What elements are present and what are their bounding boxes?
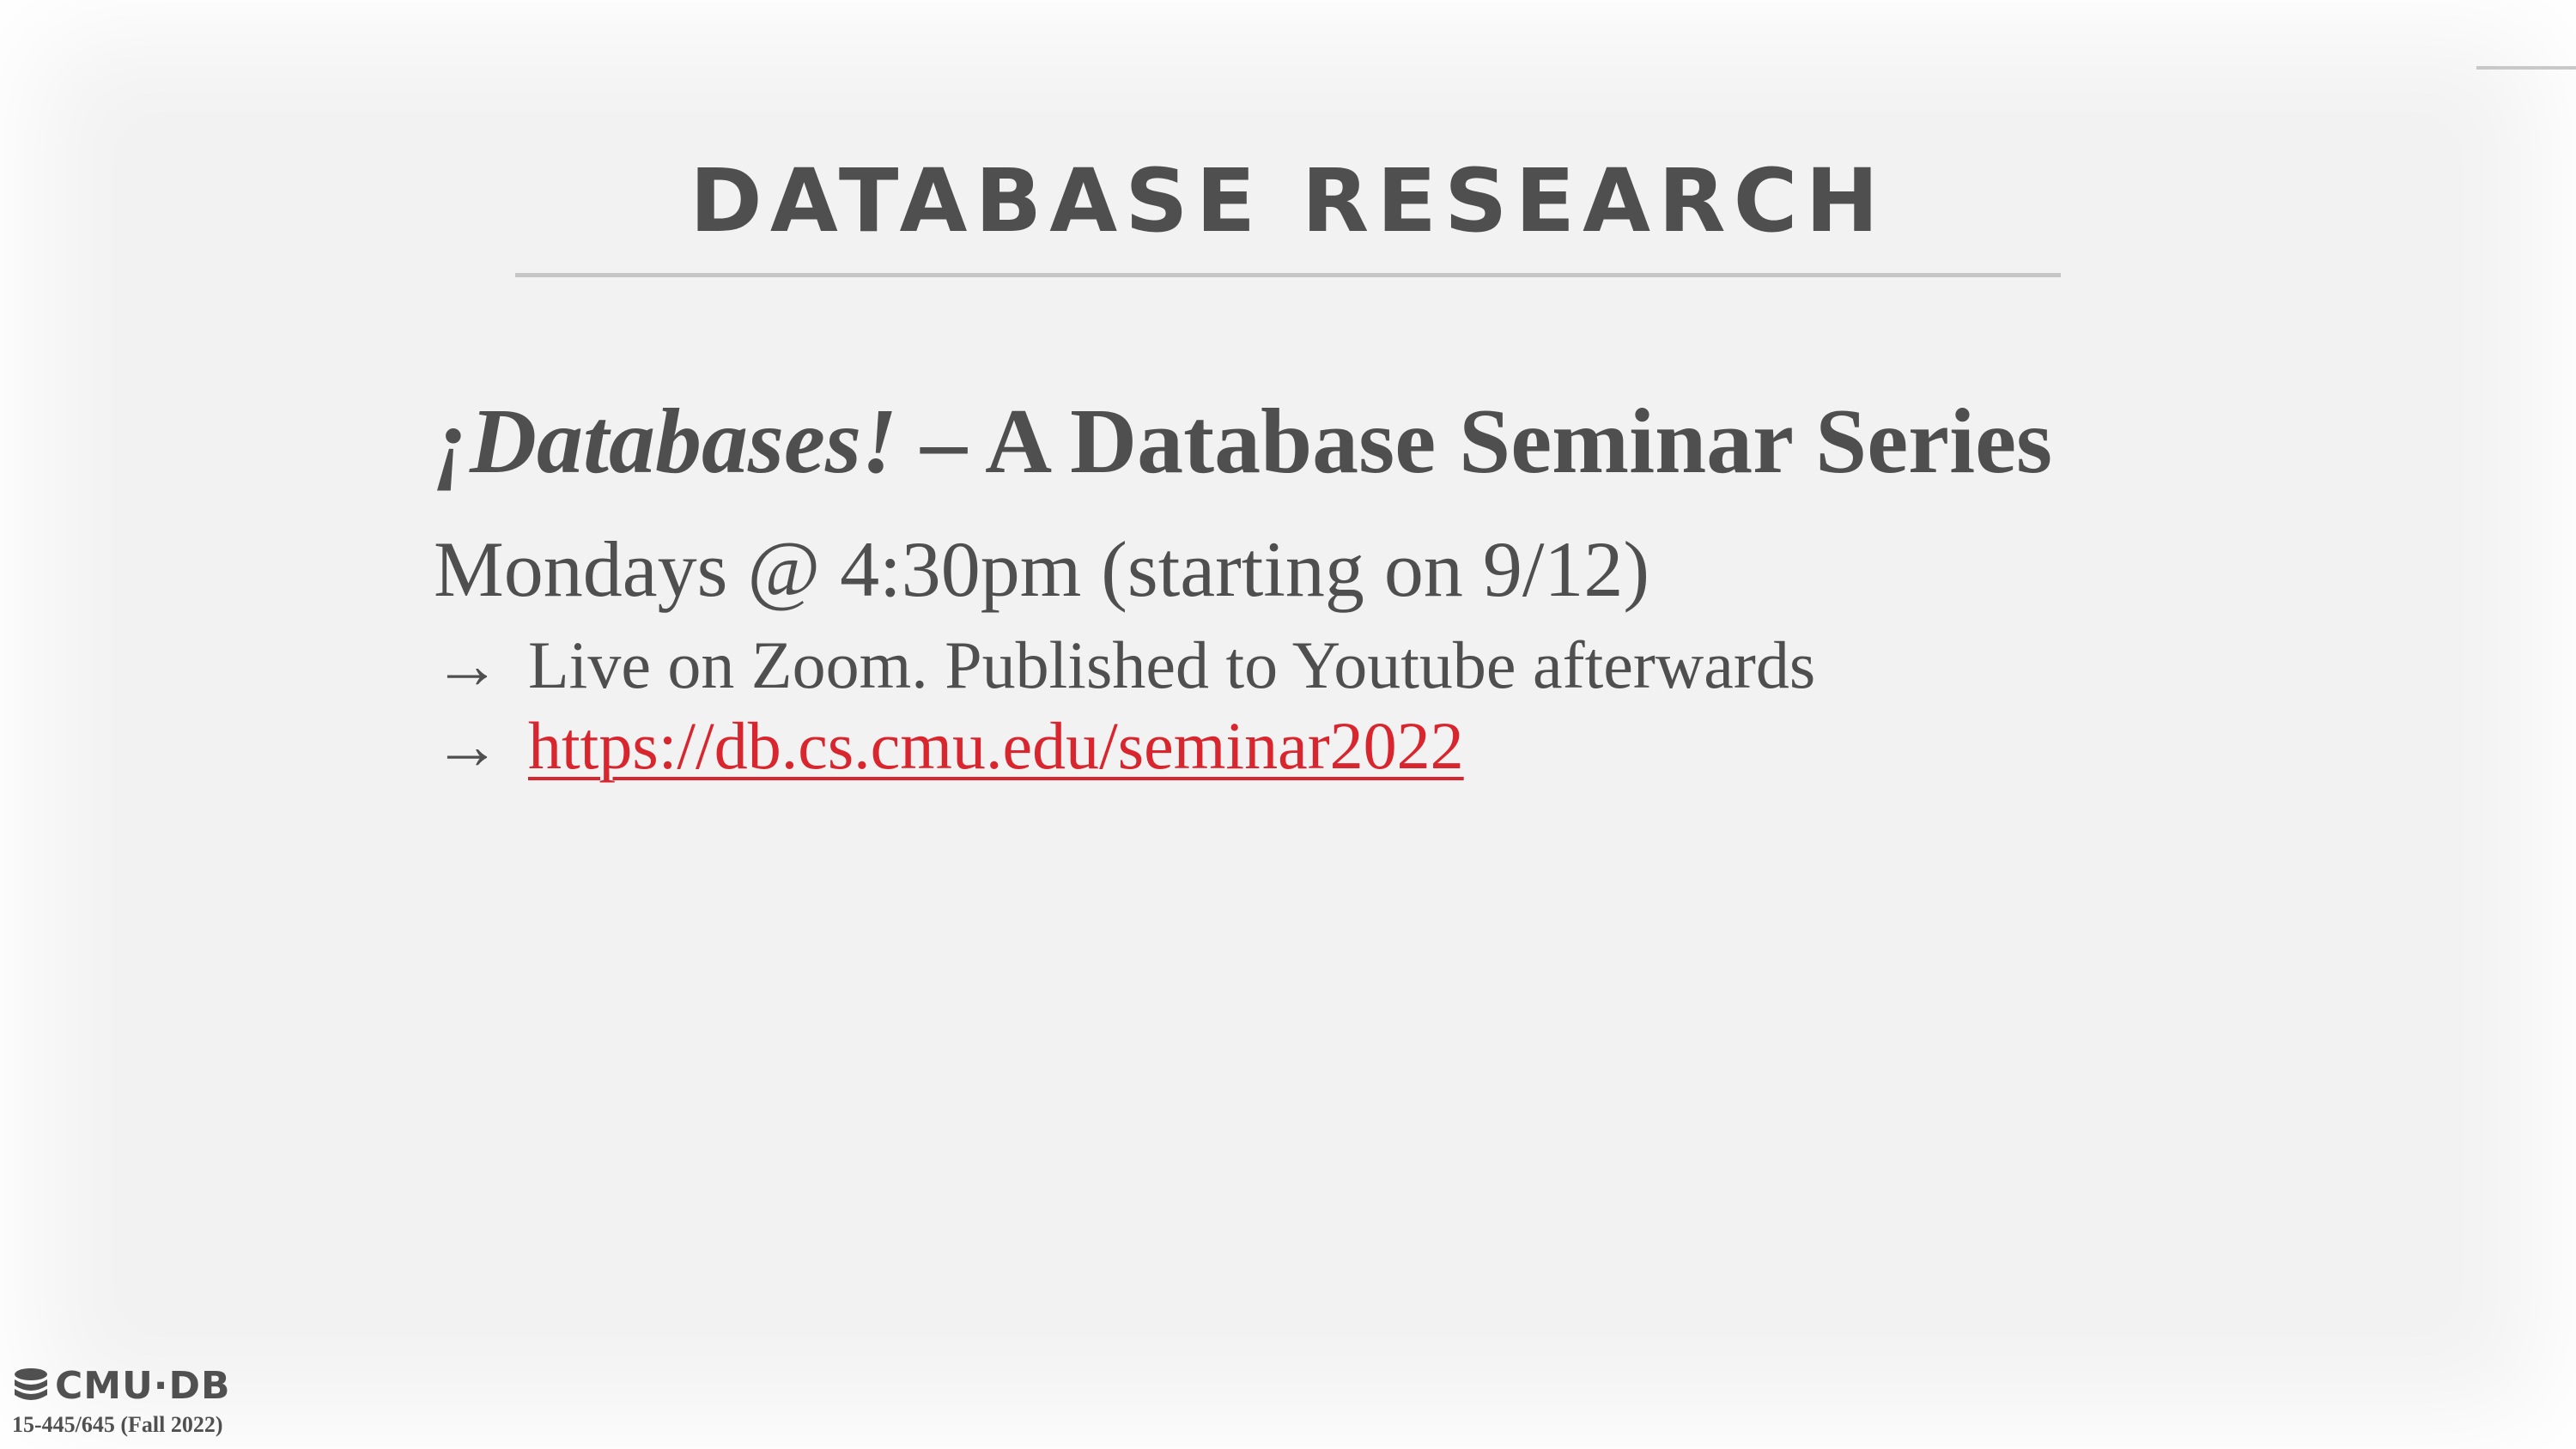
course-label: 15-445/645 (Fall 2022) <box>12 1412 223 1437</box>
slide-content: ¡Databases! – A Database Seminar Series … <box>434 378 2409 786</box>
seminar-schedule: Mondays @ 4:30pm (starting on 9/12) <box>434 525 1650 613</box>
seminar-name: ¡Databases! <box>434 391 898 493</box>
slide-title: DATABASE RESEARCH <box>690 150 1886 252</box>
seminar-heading: ¡Databases! – A Database Seminar Series <box>434 378 2409 506</box>
bullet-item: → https://db.cs.cmu.edu/seminar2022 <box>434 706 2409 786</box>
title-divider <box>515 273 2061 277</box>
seminar-link[interactable]: https://db.cs.cmu.edu/seminar2022 <box>528 708 1464 783</box>
logo-text: CMU·DB <box>55 1363 231 1408</box>
bullet-item: → Live on Zoom. Published to Youtube afte… <box>434 625 2409 706</box>
cmu-db-logo: CMU·DB <box>12 1363 231 1408</box>
arrow-icon: → <box>434 627 501 702</box>
database-stack-icon <box>15 1368 47 1400</box>
seminar-heading-rest: – A Database Seminar Series <box>897 391 2053 493</box>
corner-rule <box>2476 66 2576 70</box>
arrow-icon: → <box>434 708 501 783</box>
bullet-text: Live on Zoom. Published to Youtube after… <box>528 627 1816 702</box>
